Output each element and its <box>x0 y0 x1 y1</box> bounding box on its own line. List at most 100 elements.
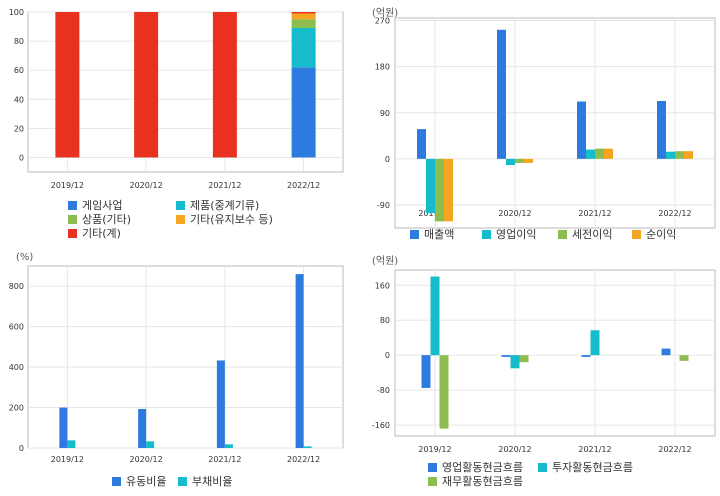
chart-ratios: (%) 0 200 400 600 800 2019/12 2020/12 2021/12 20… <box>0 248 360 496</box>
legend-label: 상품(기타) <box>82 213 132 226</box>
bar <box>515 158 524 163</box>
chart-income: (억원) 270180900-902019/122020/122021/1220… <box>360 0 720 248</box>
plot-frame <box>27 11 344 173</box>
x-tick-label: 2022/12 <box>658 209 691 218</box>
y-tick-label: -160 <box>372 421 390 430</box>
legend-swatch <box>178 477 187 486</box>
bar <box>519 355 529 363</box>
y-tick-label: 90 <box>380 109 390 118</box>
bar <box>216 360 225 448</box>
y-tick-label: 80 <box>380 316 390 325</box>
unit-label: (억원) <box>372 256 399 267</box>
y-tick-label: 180 <box>375 63 390 72</box>
y-tick-label: 800 <box>9 282 24 291</box>
chart-cashflow-svg: 160 80 0 -80 -160 2019/12 2020/12 2021/12 2022/1… <box>372 269 716 454</box>
bar <box>524 158 533 163</box>
legend-label: 부채비율 <box>192 475 233 488</box>
bar <box>291 13 316 20</box>
y-tick-label: 100 <box>9 8 24 17</box>
legend-swatch <box>410 230 419 239</box>
legend-swatch <box>112 477 121 486</box>
legend-item: 매출액 <box>410 229 454 241</box>
y-tick-label: 40 <box>14 95 24 104</box>
unit-label: (억원) <box>372 8 399 19</box>
x-tick-label: 2020/12 <box>130 455 163 464</box>
bar <box>303 446 312 448</box>
bar <box>291 19 316 28</box>
y-tick-label: 0 <box>19 153 24 162</box>
legend-item: 기타(계) <box>68 228 121 240</box>
legend-swatch <box>482 230 491 239</box>
x-tick-label: 2020/12 <box>130 181 163 190</box>
x-tick-label: 2022/12 <box>287 455 320 464</box>
y-tick-label: 20 <box>14 124 24 133</box>
y-tick-label: -90 <box>377 201 390 210</box>
legend-swatch <box>538 463 547 472</box>
bar <box>67 440 76 448</box>
y-tick-label: 60 <box>14 66 24 75</box>
y-tick-label: 200 <box>9 404 24 413</box>
bar <box>59 407 68 448</box>
bar <box>435 158 444 222</box>
x-tick-label: 2021/12 <box>208 181 241 190</box>
y-tick-label: 160 <box>375 281 390 290</box>
legend-item: 상품(기타) <box>68 214 131 226</box>
y-tick-label: 0 <box>385 351 390 360</box>
x-tick-label: 2022/12 <box>658 445 691 454</box>
legend-label: 유동비율 <box>126 475 167 488</box>
legend-swatch <box>68 229 77 238</box>
bar <box>577 101 586 159</box>
legend-label: 재무활동현금흐름 <box>442 475 523 488</box>
legend-label: 투자활동현금흐름 <box>552 461 633 474</box>
bar <box>506 158 515 165</box>
bar <box>55 12 80 158</box>
legend-item: 제품(중계기류) <box>176 200 259 212</box>
legend-item: 순이익 <box>632 229 676 241</box>
x-tick-label: 2021/12 <box>208 455 241 464</box>
bar <box>224 444 233 448</box>
x-tick-label: 2021/12 <box>578 445 611 454</box>
bar <box>666 151 675 159</box>
legend-item: 영업활동현금흐름 <box>428 462 523 474</box>
bar <box>679 355 689 361</box>
bar <box>661 348 671 356</box>
legend-label: 게임사업 <box>82 199 123 212</box>
legend-item: 유동비율 <box>112 476 166 488</box>
y-tick-label: 270 <box>375 17 390 26</box>
y-tick-label: 80 <box>14 37 24 46</box>
bar <box>430 276 440 356</box>
chart-cashflow: (억원) 160 80 0 -80 -160 2019/12 2020/12 2021/12 2… <box>360 248 720 496</box>
bar <box>291 67 316 158</box>
legend-item: 기타(유지보수 등) <box>176 214 273 226</box>
legend-swatch <box>176 215 185 224</box>
y-tick-label: 400 <box>9 363 24 372</box>
chart-ratios-svg: 0 200 400 600 800 2019/12 2020/12 2021/12 2022/1… <box>9 265 344 464</box>
legend-label: 순이익 <box>646 228 677 241</box>
legend-label: 세전이익 <box>572 228 613 241</box>
legend-swatch <box>558 230 567 239</box>
x-tick-label: 2019/12 <box>51 455 84 464</box>
bar <box>146 441 155 448</box>
bar <box>134 12 159 158</box>
legend-swatch <box>632 230 641 239</box>
x-tick-label: 2022/12 <box>287 181 320 190</box>
bar <box>291 12 316 14</box>
x-tick-label: 2019/12 <box>51 181 84 190</box>
legend-swatch <box>176 201 185 210</box>
legend-item: 재무활동현금흐름 <box>428 476 523 488</box>
bar <box>421 355 431 388</box>
x-tick-label: 2021/12 <box>578 209 611 218</box>
legend-item: 부채비율 <box>178 476 232 488</box>
legend-label: 영업이익 <box>496 228 537 241</box>
bar <box>586 149 595 159</box>
x-tick-label: 2020/12 <box>498 209 531 218</box>
bar <box>581 355 591 357</box>
x-tick-label: 2019/12 <box>418 445 451 454</box>
y-tick-label: 0 <box>385 155 390 164</box>
bar <box>501 355 511 357</box>
chart-revenue-composition-svg: 0 20 40 60 80 100 2019/12 2020/12 2021/12 2022/12 <box>9 8 344 190</box>
bar <box>657 100 666 159</box>
legend-swatch <box>428 463 437 472</box>
bar <box>675 151 684 159</box>
legend-label: 매출액 <box>424 228 455 241</box>
